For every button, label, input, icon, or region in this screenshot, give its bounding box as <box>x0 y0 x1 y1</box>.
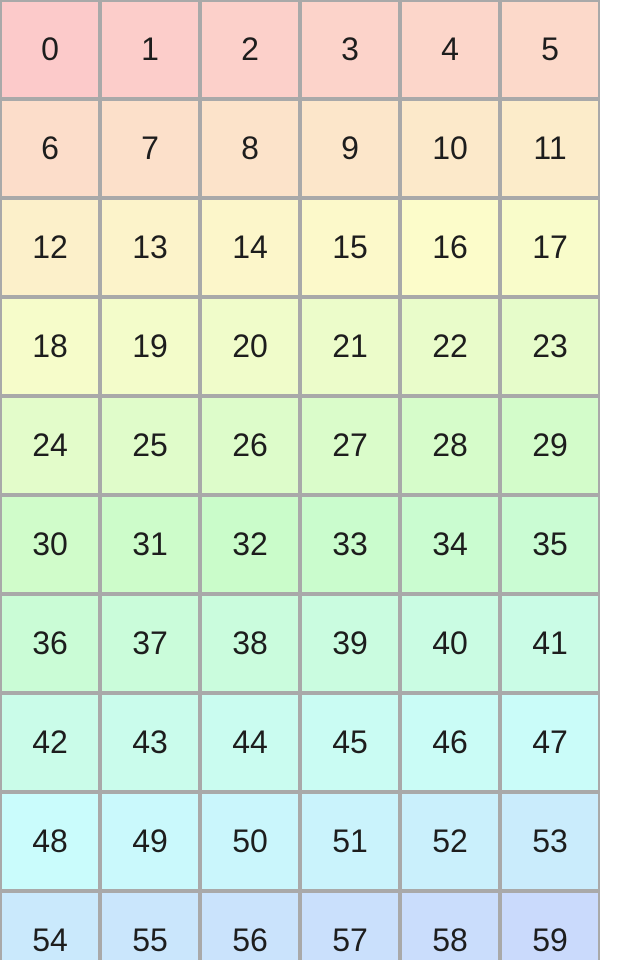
grid-cell: 14 <box>200 198 300 297</box>
grid-cell: 37 <box>100 594 200 693</box>
grid-cell: 24 <box>0 396 100 495</box>
grid-row: 6 7 8 9 10 11 <box>0 99 600 198</box>
grid-cell: 51 <box>300 792 400 891</box>
grid-cell: 25 <box>100 396 200 495</box>
grid-cell: 33 <box>300 495 400 594</box>
grid-cell: 19 <box>100 297 200 396</box>
grid-cell: 52 <box>400 792 500 891</box>
grid-cell: 48 <box>0 792 100 891</box>
grid-cell: 0 <box>0 0 100 99</box>
grid-cell: 56 <box>200 891 300 960</box>
grid-cell: 30 <box>0 495 100 594</box>
grid-cell: 5 <box>500 0 600 99</box>
grid-cell: 23 <box>500 297 600 396</box>
grid-cell: 2 <box>200 0 300 99</box>
grid-cell: 54 <box>0 891 100 960</box>
grid-cell: 35 <box>500 495 600 594</box>
grid-cell: 47 <box>500 693 600 792</box>
grid-cell: 10 <box>400 99 500 198</box>
grid-cell: 28 <box>400 396 500 495</box>
grid-cell: 34 <box>400 495 500 594</box>
grid-cell: 41 <box>500 594 600 693</box>
grid-cell: 9 <box>300 99 400 198</box>
grid-cell: 29 <box>500 396 600 495</box>
grid-row: 54 55 56 57 58 59 <box>0 891 600 960</box>
grid-cell: 18 <box>0 297 100 396</box>
grid-cell: 4 <box>400 0 500 99</box>
grid-cell: 32 <box>200 495 300 594</box>
grid-cell: 11 <box>500 99 600 198</box>
grid-cell: 39 <box>300 594 400 693</box>
grid-cell: 50 <box>200 792 300 891</box>
grid-cell: 57 <box>300 891 400 960</box>
grid-cell: 45 <box>300 693 400 792</box>
grid-cell: 43 <box>100 693 200 792</box>
grid-row: 0 1 2 3 4 5 <box>0 0 600 99</box>
grid-row: 30 31 32 33 34 35 <box>0 495 600 594</box>
grid-cell: 44 <box>200 693 300 792</box>
grid-row: 24 25 26 27 28 29 <box>0 396 600 495</box>
grid-cell: 6 <box>0 99 100 198</box>
grid-cell: 38 <box>200 594 300 693</box>
grid-cell: 7 <box>100 99 200 198</box>
grid-cell: 55 <box>100 891 200 960</box>
grid-row: 42 43 44 45 46 47 <box>0 693 600 792</box>
grid-cell: 1 <box>100 0 200 99</box>
grid-cell: 3 <box>300 0 400 99</box>
grid-cell: 26 <box>200 396 300 495</box>
grid-cell: 8 <box>200 99 300 198</box>
grid-cell: 16 <box>400 198 500 297</box>
grid-row: 36 37 38 39 40 41 <box>0 594 600 693</box>
grid-cell: 27 <box>300 396 400 495</box>
grid-cell: 15 <box>300 198 400 297</box>
grid-cell: 59 <box>500 891 600 960</box>
grid-row: 48 49 50 51 52 53 <box>0 792 600 891</box>
grid-cell: 12 <box>0 198 100 297</box>
grid-cell: 53 <box>500 792 600 891</box>
grid-cell: 21 <box>300 297 400 396</box>
color-grid: 0 1 2 3 4 5 6 7 8 9 10 11 12 13 14 15 16 <box>0 0 600 960</box>
grid-cell: 17 <box>500 198 600 297</box>
grid-cell: 46 <box>400 693 500 792</box>
grid-cell: 20 <box>200 297 300 396</box>
grid-row: 18 19 20 21 22 23 <box>0 297 600 396</box>
grid-cell: 58 <box>400 891 500 960</box>
grid-cell: 49 <box>100 792 200 891</box>
grid-cell: 36 <box>0 594 100 693</box>
grid-cell: 42 <box>0 693 100 792</box>
grid-cell: 13 <box>100 198 200 297</box>
grid-cell: 40 <box>400 594 500 693</box>
grid-row: 12 13 14 15 16 17 <box>0 198 600 297</box>
grid-cell: 31 <box>100 495 200 594</box>
grid-cell: 22 <box>400 297 500 396</box>
